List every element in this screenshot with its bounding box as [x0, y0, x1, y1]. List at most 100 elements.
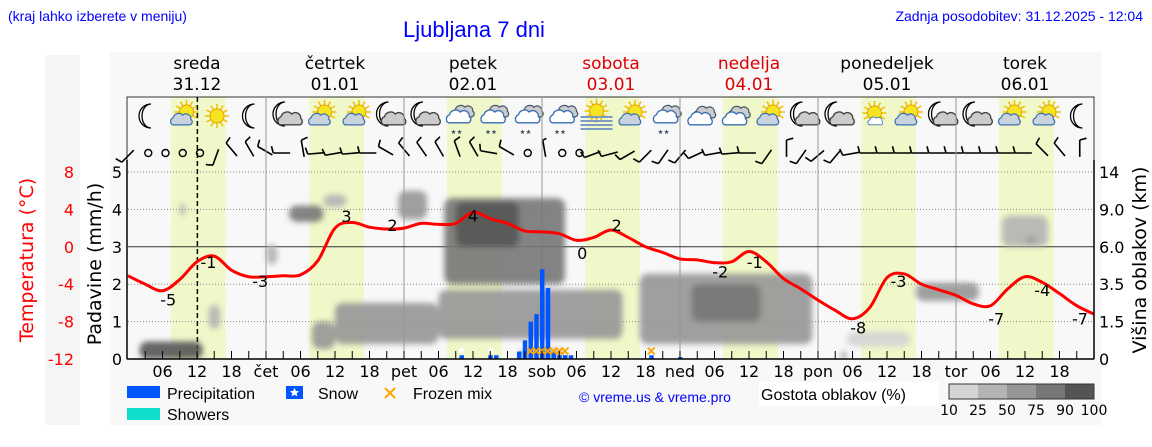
cloud-shape [652, 109, 679, 124]
wind-barb-icon [205, 149, 220, 167]
x-hour-label: 06 [290, 362, 310, 381]
precipitation-bar [649, 355, 654, 359]
sun-ray [766, 101, 771, 107]
snow-star-icon [290, 388, 299, 397]
sun-ray [916, 114, 922, 119]
barb-staff [638, 149, 652, 163]
cloud-shape [894, 112, 918, 126]
wind-barb-icon [300, 136, 308, 157]
calm-circle [558, 148, 567, 158]
copyright-link[interactable]: © vreme.us & vreme.pro [579, 389, 731, 405]
x-hour-label: 06 [704, 362, 724, 381]
wind-barb-icon [926, 146, 946, 154]
sun-ray [361, 101, 366, 107]
moon-shape [410, 101, 424, 127]
barb-staff [378, 145, 394, 156]
wind-barb-icon [736, 146, 756, 154]
wind-barb-icon [891, 146, 912, 154]
wind-barb-icon [468, 136, 479, 157]
sun-cloud-icon [1032, 100, 1061, 126]
calm-circle [523, 148, 532, 158]
barb-flag [736, 146, 740, 154]
sun-ray [192, 114, 198, 119]
density-level-label: 100 [1081, 403, 1108, 419]
wind-barb-icon [541, 137, 547, 157]
snowflake [457, 129, 462, 134]
cloud-density [139, 190, 1048, 359]
calm-wind-icon [195, 148, 205, 158]
moon-cloud-icon [410, 101, 441, 127]
barb-flag [839, 148, 844, 156]
cloud-region [1002, 215, 1048, 247]
calm-circle [161, 148, 170, 158]
precipitation-bar [522, 340, 528, 359]
density-legend-title-bg [759, 382, 939, 406]
precipitation-bar [563, 355, 568, 359]
cloud-height-tick-label: 3.5 [1099, 275, 1124, 294]
temperature-label: -7 [1072, 309, 1088, 328]
sun-disc [589, 103, 604, 119]
x-hour-label: 12 [739, 362, 759, 381]
barb-flag [479, 143, 482, 151]
barb-flag [377, 139, 382, 147]
day-date: 02.01 [449, 75, 498, 95]
sun-cloud-icon [169, 100, 199, 126]
temperature-label: 2 [387, 216, 397, 235]
wind-barb-icon [960, 146, 981, 154]
barb-flag [804, 156, 812, 163]
barb-flag [300, 136, 308, 141]
barb-flag [1079, 137, 1087, 141]
sun-ray [364, 105, 370, 110]
cloud-shape [794, 111, 821, 126]
sun-ray [206, 118, 212, 123]
temperature-label: 0 [577, 244, 587, 263]
temperature-tick-label: -8 [58, 313, 74, 332]
moon-cloud-icon [927, 101, 959, 127]
wind-barb-icon [339, 147, 360, 155]
barb-staff [307, 151, 325, 155]
barb-flag [857, 146, 861, 154]
cloud-shape [867, 116, 884, 126]
legend-showers-label: Showers [167, 407, 229, 424]
temperature-series: -5 -1 -3 3 2 4 0 2 -2 -1 -8 -3 -7 -4 -7 [127, 206, 1095, 338]
x-day-label: sob [528, 362, 556, 381]
sun-ray [189, 101, 194, 107]
sun-ray [1042, 101, 1047, 107]
precipitation-bar [528, 321, 533, 359]
region-hint-link[interactable]: (kraj lahko izberete v meniju) [8, 8, 187, 24]
cloud-region [312, 321, 335, 350]
temperature-tick-label: 0 [64, 238, 74, 257]
sun-ray [863, 115, 869, 120]
sun-ray [222, 118, 228, 123]
x-hour-label: 12 [187, 362, 207, 381]
barb-flag [786, 137, 794, 141]
moon-icon [1069, 103, 1083, 129]
cloud-height-tick-label: 6.0 [1099, 238, 1124, 257]
wind-barb-icon [256, 139, 273, 156]
sun-ray [364, 114, 370, 119]
snowflake [520, 129, 525, 134]
snow-marker [457, 346, 466, 354]
precipitation-bar [568, 355, 574, 359]
x-hour-label: 06 [842, 362, 862, 381]
wind-barb-icon [943, 146, 963, 154]
moon-cloud-icon [789, 101, 821, 127]
day-date: 01.01 [311, 75, 360, 95]
calm-circle [575, 148, 584, 158]
barb-flag [397, 136, 404, 144]
snowflake [526, 129, 531, 134]
snowflake [451, 129, 456, 134]
moon-shape [824, 101, 838, 127]
wind-barb-icon [1012, 146, 1032, 154]
calm-wind-icon [178, 148, 187, 158]
temperature-label: 3 [341, 207, 351, 226]
wind-barb-icon [785, 137, 794, 157]
frozen-mix-marker [560, 346, 570, 356]
sun-ray [1017, 101, 1022, 107]
sun-ray [1054, 105, 1060, 110]
sun-ray [210, 121, 215, 127]
sun-ray [640, 105, 646, 110]
sun-ray [330, 114, 336, 119]
barb-staff [212, 149, 220, 166]
sun-ray [637, 101, 642, 107]
